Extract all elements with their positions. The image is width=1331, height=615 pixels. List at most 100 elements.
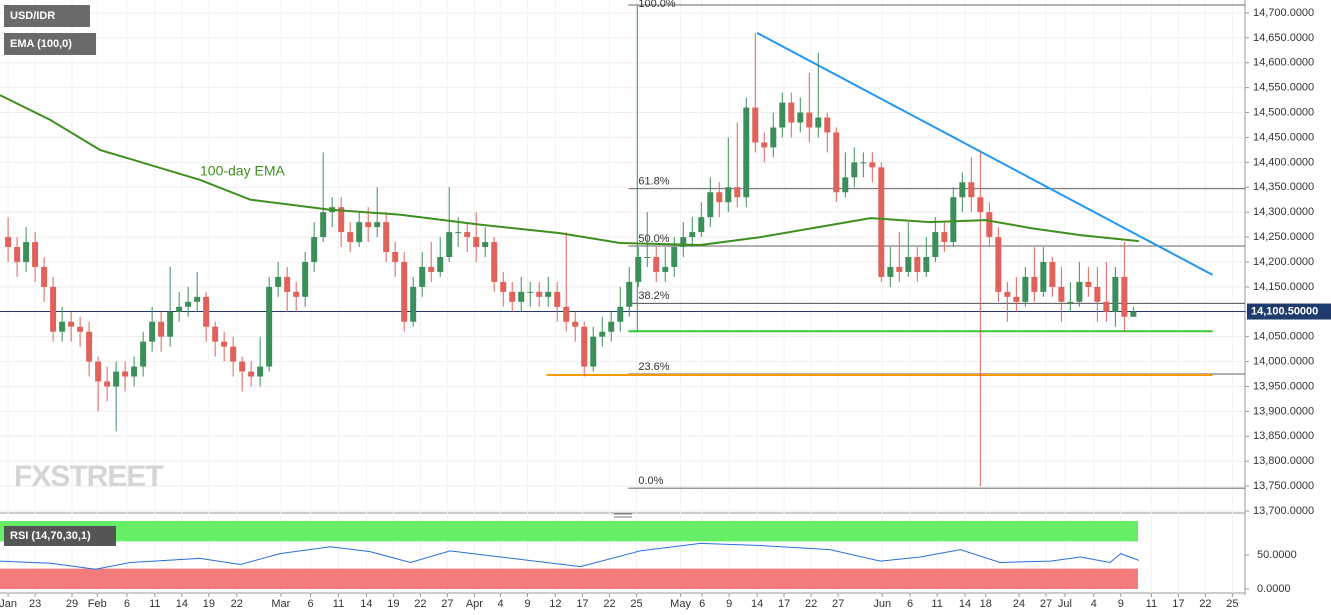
x-tick-label: 14 <box>751 598 763 610</box>
candle-body <box>995 237 1002 292</box>
candle-body <box>275 276 282 287</box>
y-tick-label: 14,250.0000 <box>1253 231 1314 243</box>
candle-body <box>752 107 759 143</box>
candle-body <box>266 286 273 367</box>
last-price-label: 14,100.50000 <box>1251 305 1318 317</box>
candle-body <box>284 276 291 292</box>
candle-body <box>1022 276 1029 302</box>
candle-body <box>572 321 579 327</box>
candle-body <box>545 291 552 297</box>
candle-body <box>716 192 723 203</box>
candle-body <box>671 247 678 267</box>
candle-body <box>212 326 219 342</box>
y-tick-label: 13,750.0000 <box>1253 480 1314 492</box>
candle-body <box>959 182 966 198</box>
x-tick-label: 9 <box>524 598 530 610</box>
candle-body <box>1049 261 1056 287</box>
candle-body <box>635 256 642 282</box>
candle-body <box>347 232 354 243</box>
last-price-box <box>1247 303 1331 320</box>
y-tick-label: 14,000.0000 <box>1253 355 1314 367</box>
candle-body <box>320 212 327 238</box>
x-tick-label: 24 <box>1013 598 1025 610</box>
x-tick-label: 25 <box>1226 598 1238 610</box>
candle-body <box>428 266 435 272</box>
candle-body <box>878 167 885 277</box>
candle-body <box>176 306 183 312</box>
candle-body <box>383 222 390 253</box>
x-tick-label: 22 <box>1199 598 1211 610</box>
rsi-label: RSI (14,70,30,1) <box>10 530 91 542</box>
rsi-overbought-band <box>0 521 1138 542</box>
candle-body <box>455 232 462 234</box>
candle-body <box>698 217 705 233</box>
chart-title: USD/IDR <box>10 10 55 22</box>
candle-body <box>473 237 480 248</box>
candle-body <box>680 237 687 248</box>
candle-body <box>833 132 840 193</box>
indicator-label: EMA (100,0) <box>10 38 72 50</box>
candle-body <box>770 127 777 148</box>
candle-body <box>257 366 264 377</box>
candle-body <box>293 291 300 297</box>
candle-body <box>626 281 633 307</box>
x-tick-label: 9 <box>1118 598 1124 610</box>
candle-body <box>374 222 381 228</box>
fib-label: 23.6% <box>638 361 669 373</box>
candle-body <box>689 232 696 238</box>
candle-body <box>392 252 399 262</box>
y-tick-label: 13,700.0000 <box>1253 505 1314 517</box>
x-tick-label: 14 <box>360 598 372 610</box>
candle-body <box>203 296 210 327</box>
x-tick-label: 11 <box>333 598 344 610</box>
candle-body <box>527 291 534 293</box>
candle-body <box>806 112 813 128</box>
annotation: 100-day EMA <box>200 163 285 179</box>
candle-body <box>338 207 345 233</box>
candle-body <box>302 261 309 297</box>
candle-body <box>599 331 606 337</box>
candle-body <box>419 266 426 287</box>
candle-body <box>50 286 57 332</box>
candle-body <box>167 311 174 337</box>
candle-body <box>887 266 894 277</box>
candle-body <box>797 112 804 123</box>
candle-body <box>842 177 849 193</box>
candle-body <box>365 222 372 228</box>
candle-body <box>221 341 228 347</box>
rsi-label-box <box>4 526 116 546</box>
candle-body <box>149 321 156 342</box>
splitter-handle[interactable] <box>614 513 632 518</box>
x-tick-label: 4 <box>497 598 503 610</box>
candle-body <box>185 301 192 307</box>
candle-body <box>1130 311 1137 317</box>
candle-body <box>932 232 939 257</box>
candle-body <box>32 242 39 267</box>
x-tick-label: May <box>670 598 691 610</box>
x-tick-label: Jan <box>0 598 17 610</box>
x-tick-label: Apr <box>466 598 483 610</box>
candle-body <box>815 117 822 128</box>
y-tick-label: 14,350.0000 <box>1253 181 1314 193</box>
fib-label: 38.2% <box>638 290 669 302</box>
trendline <box>756 31 1214 276</box>
candle-body <box>1085 281 1092 287</box>
x-tick-label: 22 <box>805 598 817 610</box>
fib-label: 0.0% <box>638 475 663 487</box>
candle-body <box>437 256 444 272</box>
candle-body <box>482 242 489 248</box>
candle-body <box>518 291 525 302</box>
candle-body <box>509 291 516 302</box>
candle-body <box>896 266 903 272</box>
x-tick-label: 11 <box>149 598 160 610</box>
candle-body <box>1094 286 1101 302</box>
y-tick-label: 14,300.0000 <box>1253 206 1314 218</box>
candle-body <box>464 232 471 238</box>
candle-body <box>1040 261 1047 292</box>
candle-body <box>761 142 768 148</box>
candle-body <box>410 286 417 322</box>
candle-body <box>140 341 147 367</box>
candle-body <box>59 321 66 332</box>
y-tick-label: 14,550.0000 <box>1253 82 1314 94</box>
